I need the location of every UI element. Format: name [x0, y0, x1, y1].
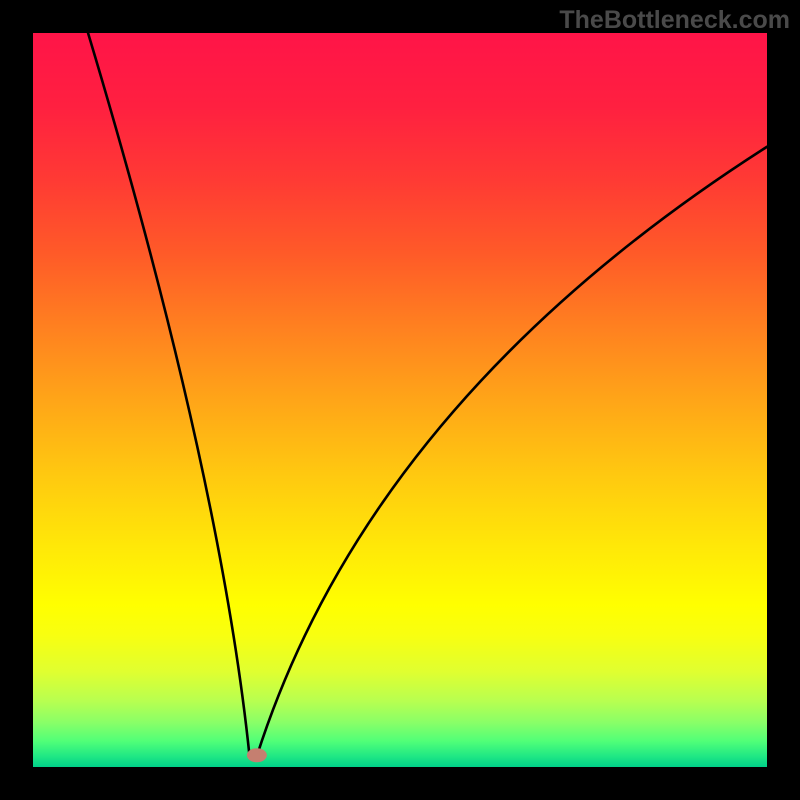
- watermark-text: TheBottleneck.com: [559, 6, 790, 35]
- bottleneck-chart: [33, 33, 767, 767]
- chart-frame: TheBottleneck.com: [0, 0, 800, 800]
- gradient-background: [33, 33, 767, 767]
- optimal-point-marker: [247, 748, 267, 762]
